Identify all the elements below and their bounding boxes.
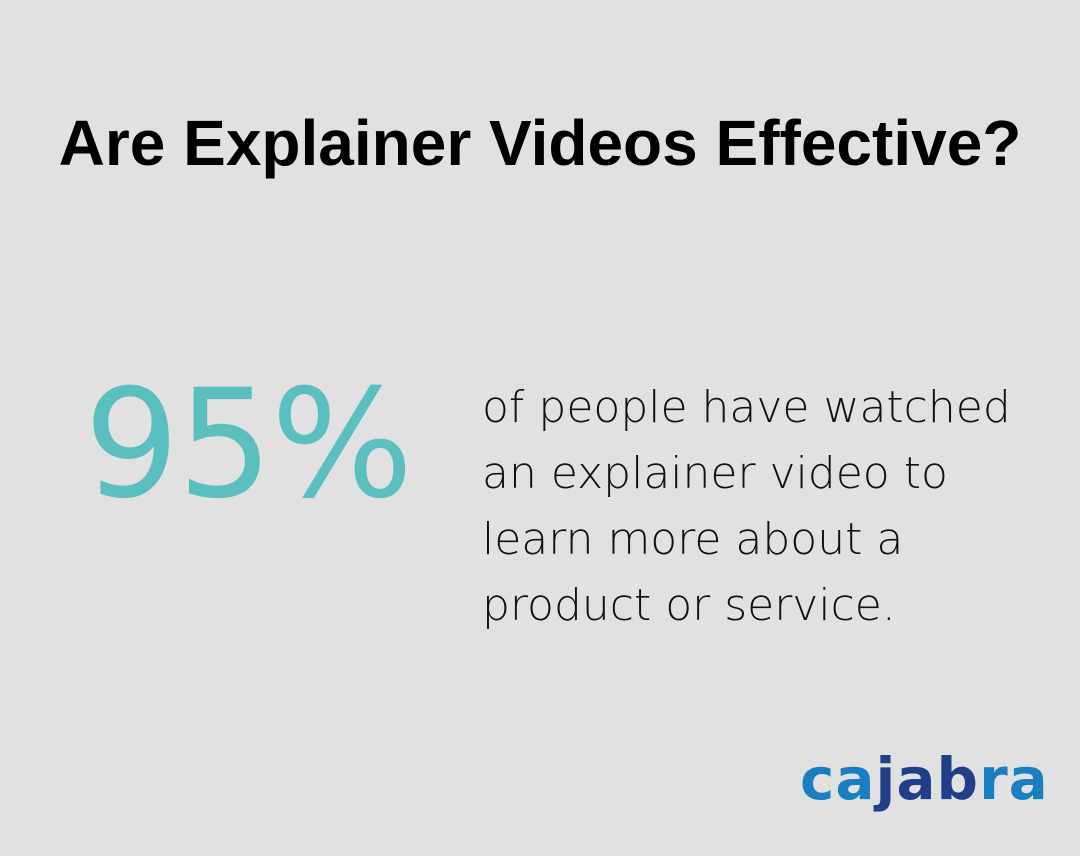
logo-part: ca [800, 745, 876, 813]
logo-part: ra [979, 745, 1049, 813]
logo-part: jab [875, 745, 980, 813]
stat-value: 95% [84, 358, 413, 532]
cajabra-logo: cajabra [800, 745, 1049, 813]
page-title: Are Explainer Videos Effective? [58, 107, 1022, 179]
stat-description: of people have watched an explainer vide… [482, 382, 1011, 631]
